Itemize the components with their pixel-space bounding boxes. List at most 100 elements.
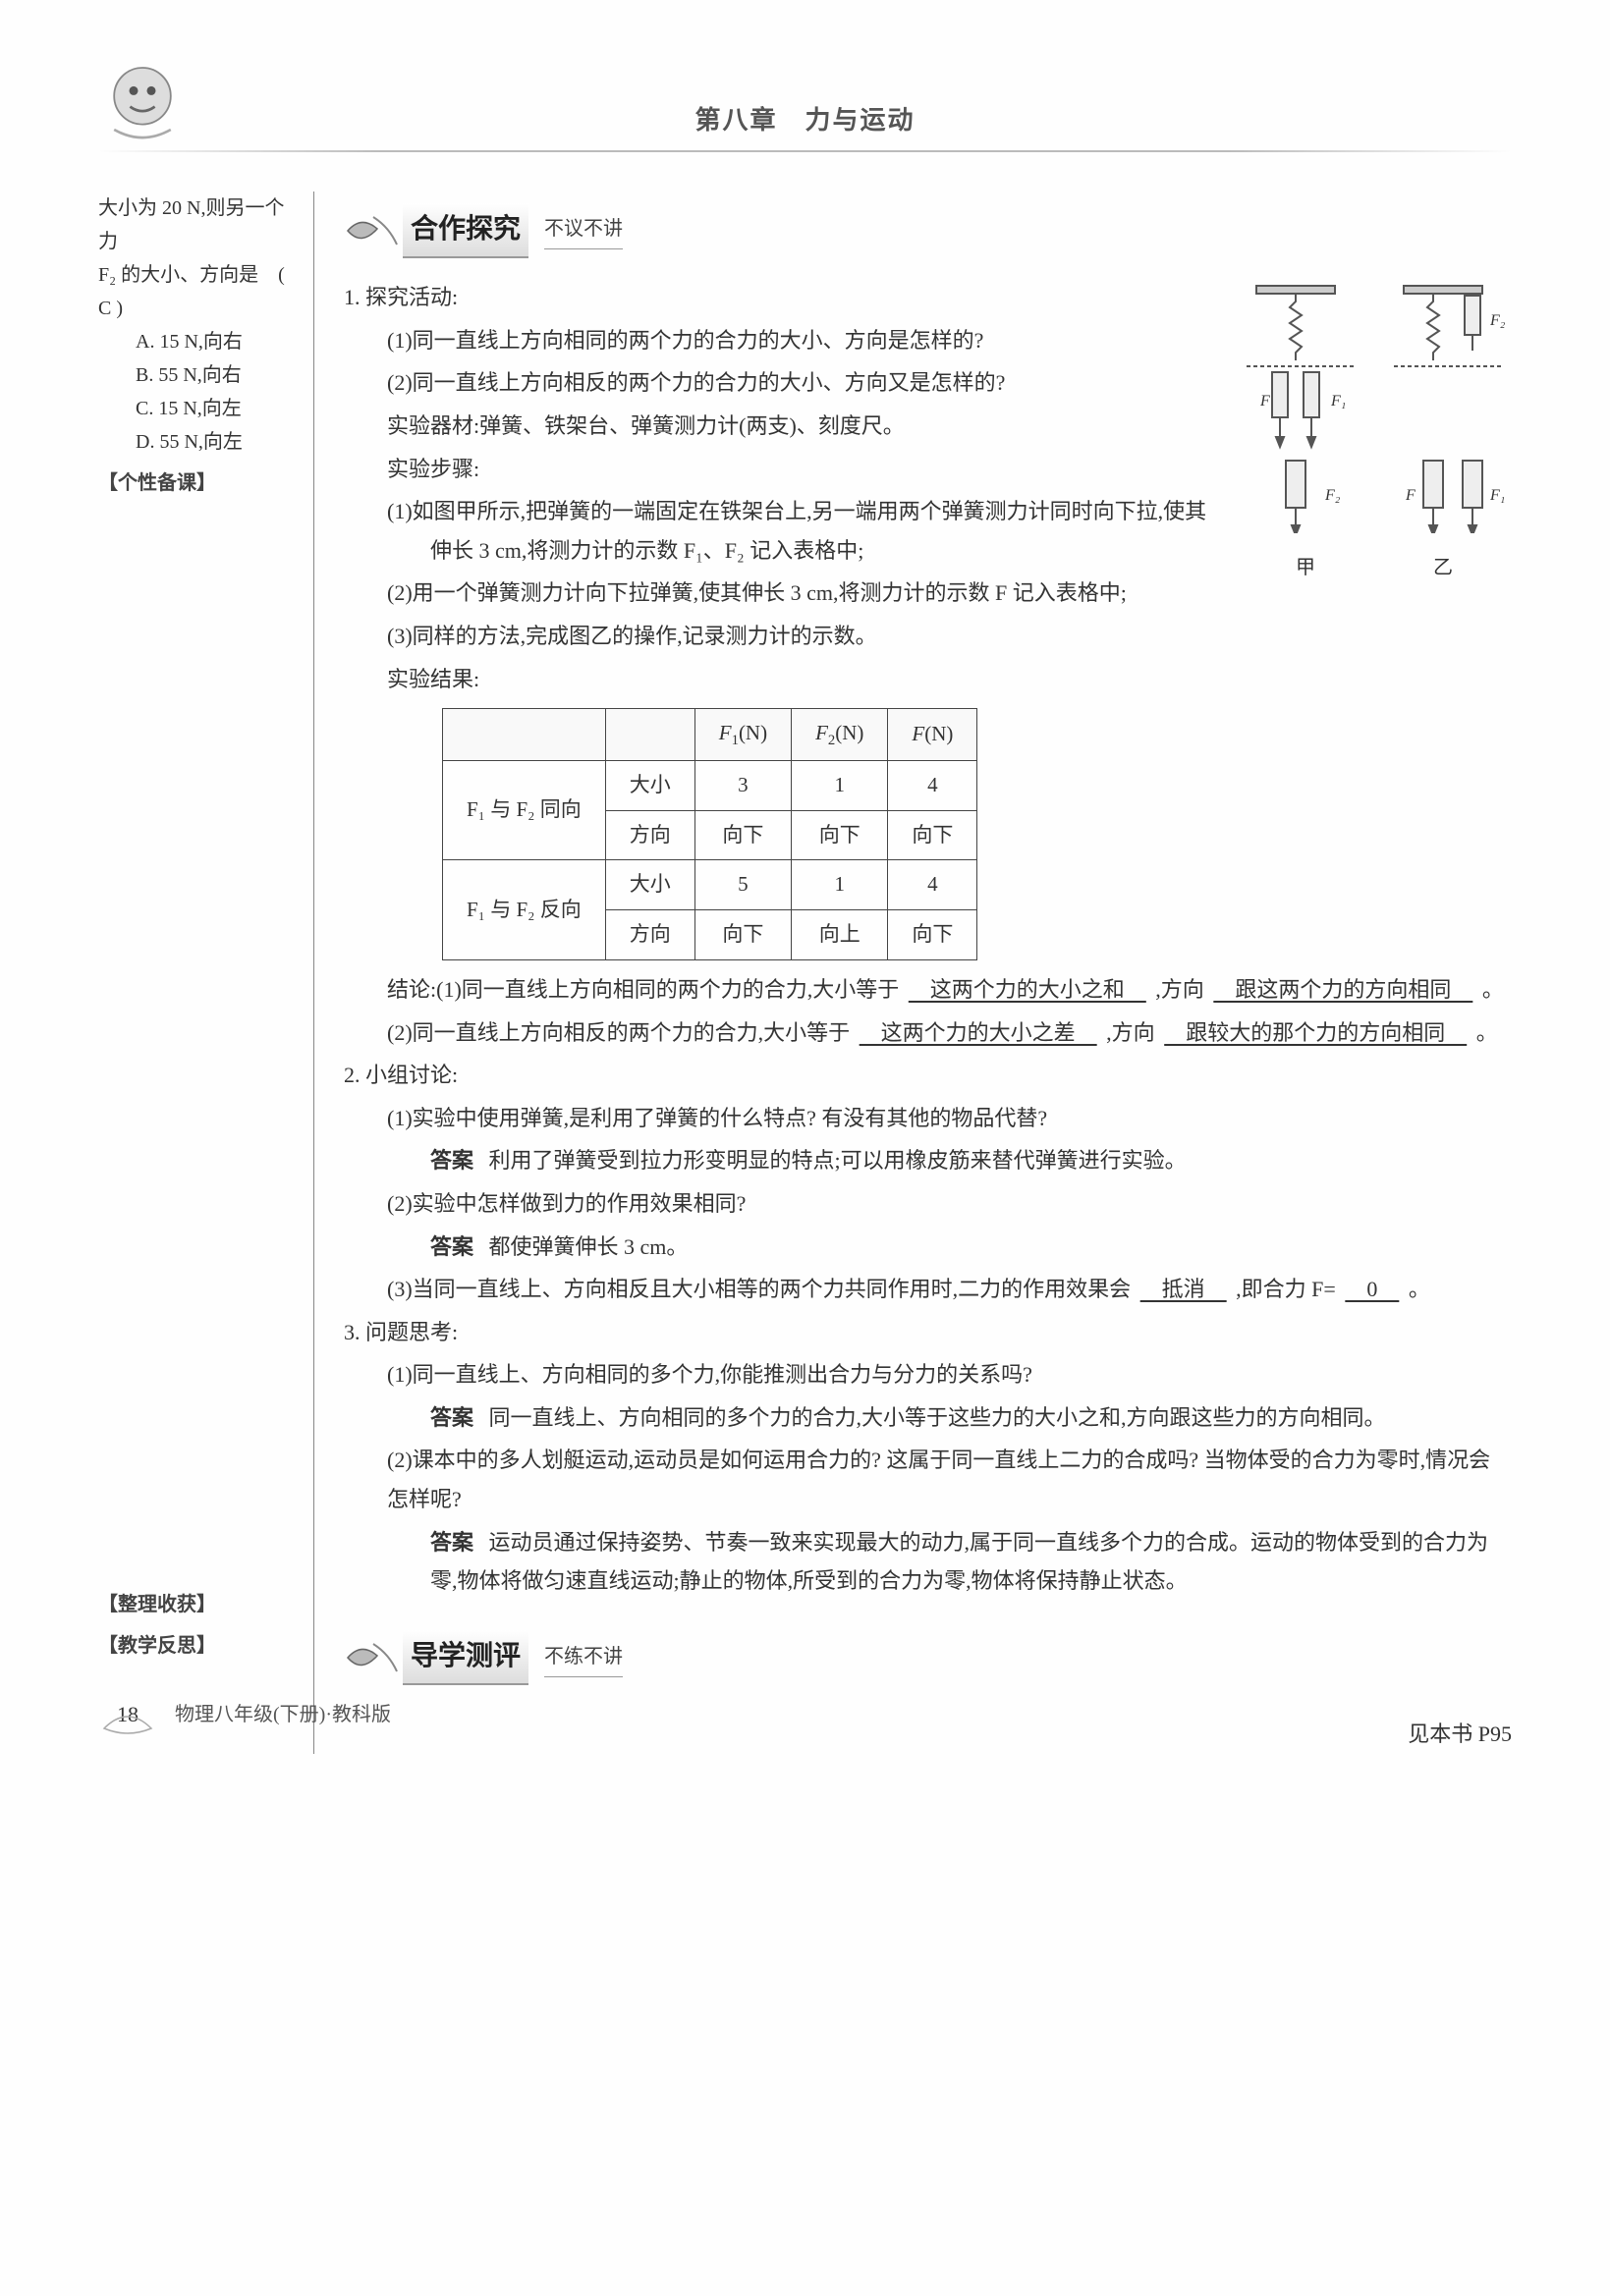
r1-dir-f: 向下 [888,810,977,860]
c1-pre: 结论:(1)同一直线上方向相同的两个力的合力,大小等于 [387,977,899,1002]
svg-text:F: F [1259,393,1270,410]
r1-size-label: 大小 [605,760,694,810]
page-number-ornament: 18 [98,1695,157,1734]
r2-size-f2: 1 [792,860,888,910]
d2-a-text: 都使弹簧伸长 3 cm。 [489,1234,689,1259]
r2-dir-label: 方向 [605,910,694,960]
sidebar-question-line2: F₂ 的大小、方向是 ( C ) [98,258,300,325]
row2-label: F₁ 与 F₂ 反向 [443,860,606,960]
banner-ornament-icon [344,211,403,250]
header-divider [98,150,1512,152]
chapter-title: 第八章 力与运动 [98,98,1512,144]
d3-mid: ,即合力 F= [1236,1277,1336,1301]
book-info: 物理八年级(下册)·教科版 [175,1697,391,1732]
c2-mid: ,方向 [1106,1020,1155,1045]
sidebar-label-fansi: 【教学反思】 [98,1629,300,1663]
svg-text:F₂: F₂ [1324,487,1341,504]
banner-hezuo: 合作探究 不议不讲 [344,203,1512,258]
experiment-figure: F F₁ F₂ [1237,278,1512,585]
svg-text:F₁: F₁ [1489,487,1505,504]
r2-size-f1: 5 [694,860,791,910]
c1-mid: ,方向 [1155,977,1204,1002]
sidebar: 大小为 20 N,则另一个力 F₂ 的大小、方向是 ( C ) A. 15 N,… [98,191,314,1754]
logo-icon [98,59,187,147]
c2-u1: 这两个力的大小之差 [856,1020,1101,1045]
t2-a: 答案 运动员通过保持姿势、节奏一致来实现最大的动力,属于同一直线多个力的合成。运… [344,1523,1512,1601]
banner-ornament-icon-2 [344,1638,403,1677]
banner-title-hezuo: 合作探究 [403,203,528,258]
th-blank2 [605,709,694,761]
r1-dir-f1: 向下 [694,810,791,860]
option-b: B. 55 N,向右 [136,358,300,392]
option-c: C. 15 N,向左 [136,392,300,425]
r2-dir-f: 向下 [888,910,977,960]
d1-q: (1)实验中使用弹簧,是利用了弹簧的什么特点? 有没有其他的物品代替? [344,1099,1512,1138]
figure-label-b: 乙 [1433,550,1453,585]
page-footer: 18 物理八年级(下册)·教科版 [98,1695,391,1734]
d2-q: (2)实验中怎样做到力的作用效果相同? [344,1184,1512,1224]
r2-size-label: 大小 [605,860,694,910]
svg-text:F₁: F₁ [1330,393,1346,410]
d3: (3)当同一直线上、方向相反且大小相等的两个力共同作用时,二力的作用效果会 抵消… [344,1270,1512,1309]
option-d: D. 55 N,向左 [136,425,300,459]
c2-end: 。 [1476,1020,1498,1045]
d1-a: 答案 利用了弹簧受到拉力形变明显的特点;可以用橡皮筋来替代弹簧进行实验。 [344,1141,1512,1180]
r1-size-f2: 1 [792,760,888,810]
step3: (3)同样的方法,完成图乙的操作,记录测力计的示数。 [344,617,1512,656]
t2-q: (2)课本中的多人划艇运动,运动员是如何运用合力的? 这属于同一直线上二力的合成… [344,1441,1512,1518]
sidebar-question-line1: 大小为 20 N,则另一个力 [98,191,300,258]
banner-title-daoxue: 导学测评 [403,1630,528,1685]
r1-dir-f2: 向下 [792,810,888,860]
r1-size-f1: 3 [694,760,791,810]
conclusion-2: (2)同一直线上方向相反的两个力的合力,大小等于 这两个力的大小之差 ,方向 跟… [344,1013,1512,1053]
th-f: F(N) [888,709,977,761]
sidebar-label-gexing: 【个性备课】 [98,466,300,500]
r1-dir-label: 方向 [605,810,694,860]
banner-daoxue: 导学测评 不练不讲 [344,1630,1512,1685]
conclusion-1: 结论:(1)同一直线上方向相同的两个力的合力,大小等于 这两个力的大小之和 ,方… [344,970,1512,1010]
d3-end: 。 [1409,1277,1430,1301]
svg-text:F: F [1405,487,1416,504]
answer-label-1: 答案 [430,1148,473,1173]
results-label: 实验结果: [344,660,1512,699]
d3-pre: (3)当同一直线上、方向相反且大小相等的两个力共同作用时,二力的作用效果会 [387,1277,1131,1301]
c1-end: 。 [1482,977,1504,1002]
svg-text:F₂: F₂ [1489,312,1506,329]
c1-u2: 跟这两个力的方向相同 [1209,977,1476,1002]
c1-u1: 这两个力的大小之和 [905,977,1150,1002]
experiment-table: F1(N) F2(N) F(N) F₁ 与 F₂ 同向 大小 3 1 4 方向 … [442,708,977,960]
th-blank [443,709,606,761]
banner-sub-daoxue: 不练不讲 [544,1639,623,1677]
h-thinking: 3. 问题思考: [344,1313,1512,1352]
c2-pre: (2)同一直线上方向相反的两个力的合力,大小等于 [387,1020,850,1045]
answer-label-3: 答案 [430,1405,473,1430]
d3-u2: 0 [1341,1277,1403,1301]
c2-u2: 跟较大的那个力的方向相同 [1160,1020,1471,1045]
option-a: A. 15 N,向右 [136,325,300,358]
answer-label-4: 答案 [430,1530,473,1555]
th-f1: F1(N) [694,709,791,761]
answer-label-2: 答案 [430,1234,473,1259]
d3-u1: 抵消 [1137,1277,1231,1301]
r1-size-f: 4 [888,760,977,810]
t1-a: 答案 同一直线上、方向相同的多个力的合力,大小等于这些力的大小之和,方向跟这些力… [344,1398,1512,1438]
figure-label-a: 甲 [1296,550,1315,585]
sidebar-spacer [98,500,300,1580]
page-header: 第八章 力与运动 [98,98,1512,152]
sidebar-options: A. 15 N,向右 B. 55 N,向右 C. 15 N,向左 D. 55 N… [98,325,300,459]
t2-a-text: 运动员通过保持姿势、节奏一致来实现最大的动力,属于同一直线多个力的合成。运动的物… [430,1530,1488,1594]
d2-a: 答案 都使弹簧伸长 3 cm。 [344,1228,1512,1267]
th-f2: F2(N) [792,709,888,761]
r2-dir-f2: 向上 [792,910,888,960]
sidebar-label-shouhu: 【整理收获】 [98,1588,300,1621]
page-ref: 见本书 P95 [344,1715,1512,1754]
banner-sub-hezuo: 不议不讲 [544,211,623,249]
row1-label: F₁ 与 F₂ 同向 [443,760,606,860]
t1-q: (1)同一直线上、方向相同的多个力,你能推测出合力与分力的关系吗? [344,1355,1512,1394]
h-discuss: 2. 小组讨论: [344,1056,1512,1095]
main-content: 合作探究 不议不讲 [334,191,1512,1754]
r2-dir-f1: 向下 [694,910,791,960]
t1-a-text: 同一直线上、方向相同的多个力的合力,大小等于这些力的大小之和,方向跟这些力的方向… [489,1405,1386,1430]
d1-a-text: 利用了弹簧受到拉力形变明显的特点;可以用橡皮筋来替代弹簧进行实验。 [489,1148,1187,1173]
r2-size-f: 4 [888,860,977,910]
